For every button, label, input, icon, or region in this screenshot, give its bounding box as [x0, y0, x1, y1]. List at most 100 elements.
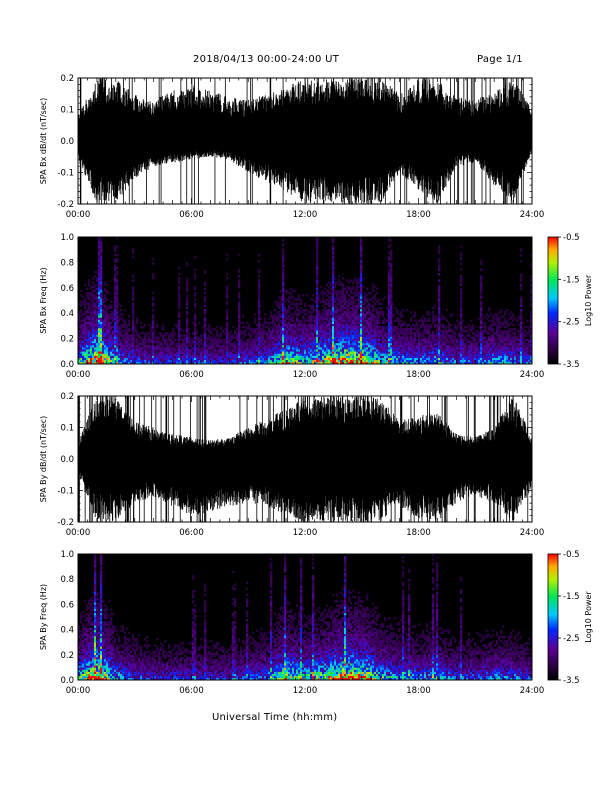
spectrogram-cell — [116, 353, 119, 356]
spectrogram-cell — [400, 323, 403, 327]
spectrogram-cell — [266, 349, 269, 352]
spectrogram-cell — [226, 338, 229, 342]
spectrogram-cell — [320, 321, 323, 325]
spectrogram-cell — [402, 353, 405, 356]
spectrogram-cell — [242, 359, 245, 363]
spectrogram-cell — [80, 332, 83, 335]
spectrogram-cell — [220, 351, 223, 354]
spectrogram-cell — [150, 325, 153, 329]
spectrogram-cell — [458, 336, 461, 339]
spectrogram-cell — [94, 330, 97, 333]
spectrogram-cell — [128, 319, 131, 322]
spectrogram-cell — [360, 347, 363, 350]
spectrogram-cell — [210, 332, 213, 335]
spectrogram-cell — [90, 313, 93, 316]
spectrogram-cell — [96, 315, 99, 318]
spectrogram-cell — [338, 317, 341, 320]
spectrogram-cell — [262, 344, 265, 348]
spectrogram-cell — [370, 292, 373, 295]
spectrogram-cell — [90, 325, 93, 329]
spectrogram-cell — [314, 330, 317, 333]
spectrogram-cell — [462, 340, 465, 344]
spectrogram-cell — [448, 336, 451, 339]
spectrogram-cell — [90, 292, 93, 295]
spectrogram-cell — [402, 351, 405, 354]
spectrogram-cell — [102, 308, 105, 312]
spectrogram-cell — [254, 349, 257, 352]
spectrogram-cell — [94, 294, 97, 297]
spectrogram-cell — [404, 342, 407, 346]
spectrogram-cell — [112, 311, 115, 314]
spectrogram-cell — [98, 347, 101, 350]
spectrogram-cell — [398, 357, 401, 361]
spectrogram-cell — [254, 342, 257, 346]
spectrogram-cell — [302, 330, 305, 333]
spectrogram-cell — [232, 351, 235, 354]
spectrogram-cell — [384, 296, 387, 299]
spectrogram-cell — [340, 361, 343, 364]
spectrogram-cell — [430, 349, 433, 352]
spectrogram-cell — [340, 347, 343, 350]
spectrogram-cell — [406, 349, 409, 352]
spectrogram-cell — [278, 313, 281, 316]
spectrogram-cell — [476, 342, 479, 346]
spectrogram-cell — [398, 361, 401, 364]
spectrogram-cell — [288, 351, 291, 354]
spectrogram-cell — [248, 353, 251, 356]
spectrogram-cell — [218, 340, 221, 344]
spectrogram-cell — [106, 359, 109, 363]
spectrogram-cell — [368, 313, 371, 316]
spectrogram-cell — [260, 355, 263, 358]
spectrogram-cell — [434, 323, 437, 327]
spectrogram-cell — [336, 289, 339, 293]
spectrogram-cell — [390, 277, 393, 280]
spectrogram-cell — [438, 292, 441, 295]
spectrogram-cell — [374, 349, 377, 352]
spectrogram-cell — [106, 344, 109, 348]
spectrogram-cell — [286, 361, 289, 364]
spectrogram-cell — [196, 351, 199, 354]
spectrogram-cell — [240, 357, 243, 361]
spectrogram-cell — [434, 304, 437, 308]
spectrogram-cell — [332, 340, 335, 344]
spectrogram-cell — [460, 296, 463, 299]
spectrogram-cell — [216, 330, 219, 333]
spectrogram-cell — [412, 315, 415, 318]
spectrogram-cell — [316, 306, 319, 310]
spectrogram-cell — [366, 298, 369, 301]
spectrogram-cell — [254, 359, 257, 363]
spectrogram-cell — [322, 328, 325, 331]
spectrogram-cell — [186, 321, 189, 325]
spectrogram-cell — [102, 340, 105, 344]
spectrogram-cell — [314, 361, 317, 364]
spectrogram-cell — [480, 338, 483, 342]
spectrogram-cell — [288, 321, 291, 325]
spectrogram-cell — [346, 338, 349, 342]
spectrogram-cell — [330, 353, 333, 356]
spectrogram-cell — [354, 344, 357, 348]
spectrogram-cell — [98, 258, 101, 261]
spectrogram-cell — [438, 306, 441, 310]
spectrogram-cell — [186, 330, 189, 333]
spectrogram-cell — [338, 296, 341, 299]
spectrogram-cell — [186, 277, 189, 280]
spectrogram-cell — [284, 338, 287, 342]
spectrogram-cell — [380, 334, 383, 337]
spectrogram-cell — [368, 317, 371, 320]
spectrogram-cell — [100, 344, 103, 348]
spectrogram-cell — [278, 342, 281, 346]
spectrogram-cell — [386, 344, 389, 348]
spectrogram-cell — [104, 325, 107, 329]
spectrogram-cell — [118, 342, 121, 346]
spectrogram-cell — [420, 317, 423, 320]
spectrogram-cell — [110, 332, 113, 335]
spectrogram-cell — [388, 338, 391, 342]
spectrogram-cell — [84, 332, 87, 335]
spectrogram-cell — [82, 317, 85, 320]
spectrogram-cell — [128, 340, 131, 344]
spectrogram-cell — [348, 323, 351, 327]
spectrogram-cell — [356, 298, 359, 301]
spectrogram-cell — [338, 323, 341, 327]
spectrogram-cell — [438, 302, 441, 306]
spectrogram-cell — [442, 357, 445, 361]
